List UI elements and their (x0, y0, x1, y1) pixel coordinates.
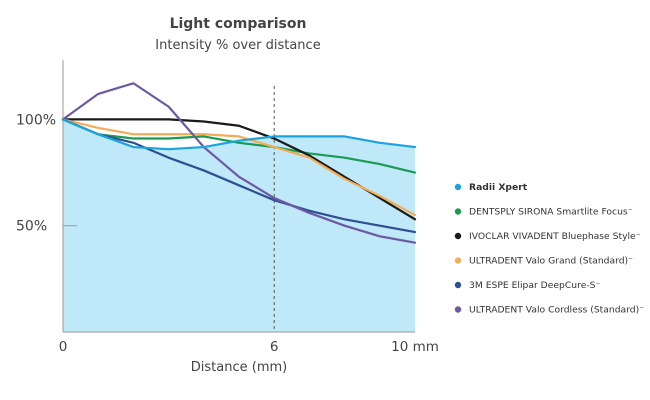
legend-marker-1 (454, 208, 462, 215)
series-line-4 (61, 118, 417, 234)
legend-label-2: IVOCLAR VIVADENT Bluephase Style⁻ (469, 231, 641, 242)
x-tick-label: 6 (270, 339, 279, 355)
chart-subtitle: Intensity % over distance (155, 38, 320, 53)
series-line-0 (61, 118, 417, 151)
legend-marker-2 (454, 232, 462, 240)
legend-label-3: ULTRADENT Valo Grand (Standard)⁻ (469, 256, 633, 267)
y-tick-label: 50% (16, 219, 47, 235)
chart-title: Light comparison (170, 16, 307, 32)
legend-marker-5 (454, 306, 462, 313)
legend-label-5: ULTRADENT Valo Cordless (Standard)⁻ (469, 305, 644, 316)
series-line-5 (61, 82, 417, 244)
x-axis-label: Distance (mm) (191, 360, 287, 375)
x-tick-label: 10 mm (391, 339, 439, 355)
series-line-3 (61, 118, 417, 217)
legend-marker-4 (454, 281, 462, 289)
series-line-1 (61, 118, 417, 174)
legend-label-1: DENTSPLY SIRONA Smartlite Focus⁻ (469, 207, 633, 218)
legend-marker-3 (454, 257, 462, 264)
legend-label-0: Radii Xpert (469, 182, 528, 193)
series-area-0 (63, 119, 415, 332)
legend-label-4: 3M ESPE Elipar DeepCure-S⁻ (469, 280, 600, 291)
plot-area: 100% 50% 0 6 10 mm (16, 60, 439, 355)
legend: Radii Xpert DENTSPLY SIRONA Smartlite Foc… (454, 182, 644, 316)
legend-marker-0 (454, 183, 462, 191)
y-tick-label: 100% (16, 112, 56, 128)
x-tick-label: 0 (59, 339, 68, 355)
